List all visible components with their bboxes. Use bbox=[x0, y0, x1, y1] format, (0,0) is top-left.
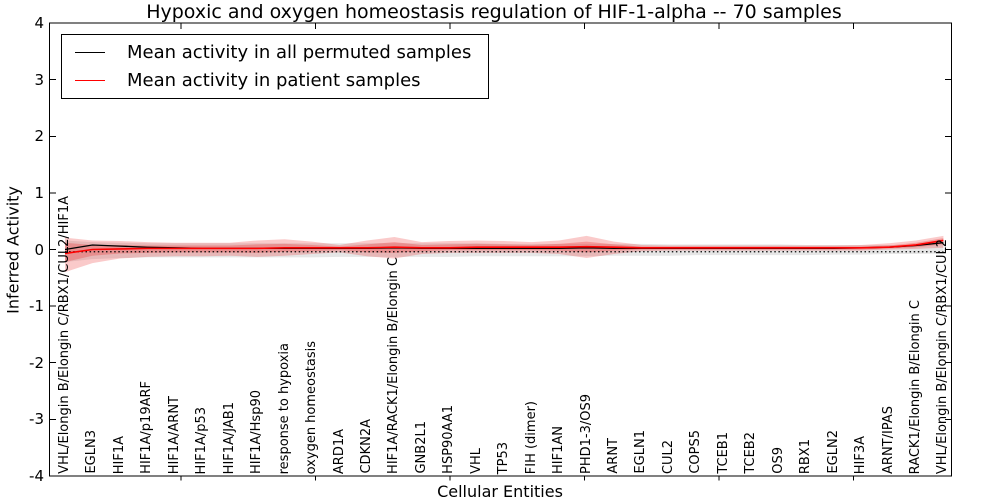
x-tick-label: COPS5 bbox=[688, 430, 704, 474]
x-tick-label: HIF1A/p19ARF bbox=[139, 381, 155, 474]
y-tick-label: 3 bbox=[34, 70, 44, 89]
x-tick-label: HIF1A/RACK1/Elongin B/Elongin C bbox=[386, 257, 402, 474]
legend: Mean activity in all permuted samples Me… bbox=[61, 34, 490, 99]
x-tick-label: ARNT/IPAS bbox=[880, 406, 896, 474]
x-tick-label: EGLN1 bbox=[633, 430, 649, 474]
patient-line-swatch-icon bbox=[75, 80, 105, 81]
x-tick-label: RBX1 bbox=[798, 438, 814, 474]
x-tick-label: VHL bbox=[468, 448, 484, 474]
band-patient-range-outer bbox=[65, 235, 944, 273]
x-tick-label: CDKN2A bbox=[358, 419, 374, 474]
x-tick-label: VHL/Elongin B/Elongin C/RBX1/CUL2 bbox=[935, 238, 951, 474]
x-tick-label: ARNT bbox=[606, 438, 621, 474]
x-tick-label: GNB2L1 bbox=[413, 421, 429, 474]
x-tick-label: TCEB2 bbox=[743, 432, 759, 474]
y-tick-label: 1 bbox=[34, 183, 44, 202]
x-tick-label: HIF1AN bbox=[551, 426, 567, 474]
x-tick-label: HIF1A/ARNT bbox=[166, 395, 182, 474]
x-tick-label: HSP90AA1 bbox=[441, 405, 457, 474]
x-tick-label: HIF1A/p53 bbox=[194, 406, 210, 474]
x-axis-label: Cellular Entities bbox=[437, 482, 563, 500]
band-patient-range-inner bbox=[65, 238, 944, 262]
x-tick-label: PHD1-3/OS9 bbox=[578, 394, 594, 474]
permuted-line-swatch-icon bbox=[75, 52, 105, 53]
x-tick-label: ARD1A bbox=[331, 428, 347, 474]
legend-label: Mean activity in patient samples bbox=[127, 70, 421, 91]
y-tick-label: 2 bbox=[34, 127, 44, 146]
legend-entry-permuted: Mean activity in all permuted samples bbox=[75, 42, 471, 63]
y-tick-label: 0 bbox=[34, 240, 44, 259]
x-tick-label: HIF1A/Hsp90 bbox=[249, 390, 265, 474]
x-tick-label: response to hypoxia bbox=[276, 342, 292, 474]
x-tick-label: RACK1/Elongin B/Elongin C bbox=[907, 299, 923, 474]
x-tick-label: HIF3A bbox=[853, 435, 869, 474]
y-tick-label: -3 bbox=[29, 410, 44, 429]
y-tick-label: -1 bbox=[29, 297, 44, 316]
x-tick-label: TCEB1 bbox=[715, 432, 731, 474]
x-tick-label: HIF1A bbox=[111, 435, 127, 474]
x-tick-label: FIH (dimer) bbox=[523, 400, 539, 474]
chart-title: Hypoxic and oxygen homeostasis regulatio… bbox=[146, 1, 842, 23]
x-tick-label: VHL/Elongin B/Elongin C/RBX1/CUL2/HIF1A bbox=[57, 196, 72, 474]
y-tick-label: -2 bbox=[29, 353, 44, 372]
axis-ticks bbox=[49, 22, 952, 481]
y-tick-label: -4 bbox=[29, 466, 44, 485]
x-tick-label: EGLN2 bbox=[825, 430, 841, 474]
x-tick-label: CUL2 bbox=[660, 439, 676, 474]
x-tick-label: TP53 bbox=[496, 441, 512, 474]
x-tick-label: EGLN3 bbox=[84, 430, 100, 474]
legend-label: Mean activity in all permuted samples bbox=[127, 42, 472, 63]
x-tick-label: oxygen homeostasis bbox=[304, 340, 320, 474]
y-tick-label: 4 bbox=[34, 14, 44, 33]
patient-mean-line bbox=[64, 239, 944, 255]
x-tick-label: OS9 bbox=[770, 447, 786, 474]
legend-entry-patient: Mean activity in patient samples bbox=[75, 70, 471, 91]
x-tick-label: HIF1A/JAB1 bbox=[221, 401, 237, 474]
